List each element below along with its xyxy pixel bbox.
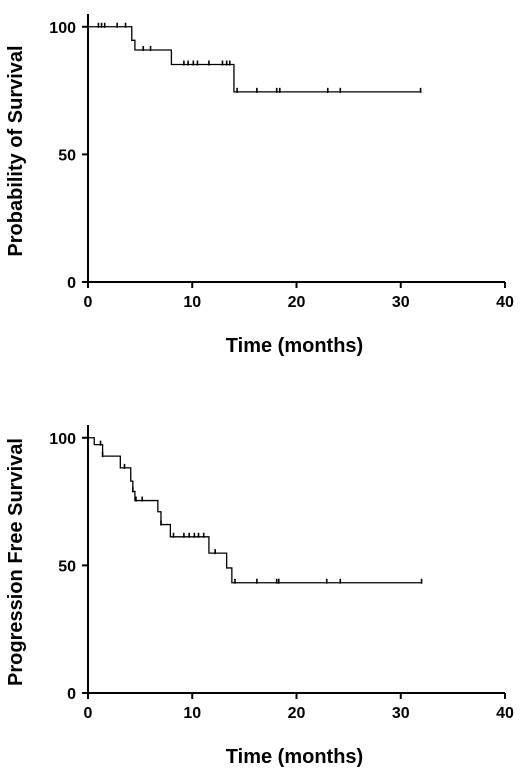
y-tick-label: 100 xyxy=(49,20,76,37)
survival-step-line xyxy=(88,26,422,93)
y-tick-label: 50 xyxy=(58,147,76,164)
x-tick-label: 0 xyxy=(84,705,93,722)
y-tick-label: 0 xyxy=(67,686,76,703)
x-tick-label: 20 xyxy=(288,294,306,311)
x-tick-label: 0 xyxy=(84,294,93,311)
survival-plot: 0 10 20 30 40 0 50 100 Time (months) Probability … xyxy=(5,14,514,357)
x-tick-label: 30 xyxy=(392,294,410,311)
y-axis-label: Progression Free Survival xyxy=(5,438,27,686)
x-axis-label: Time (months) xyxy=(226,335,363,357)
pfs-plot: 0 10 20 30 40 0 50 100 Time (months) Progression … xyxy=(5,425,514,768)
survival-step-line xyxy=(88,437,422,584)
y-tick-label: 0 xyxy=(67,275,76,292)
y-tick-label: 50 xyxy=(58,558,76,575)
x-tick-label: 10 xyxy=(183,294,201,311)
x-tick-label: 10 xyxy=(183,705,201,722)
x-tick-label: 20 xyxy=(288,705,306,722)
x-tick-label: 40 xyxy=(496,294,514,311)
x-axis-label: Time (months) xyxy=(226,746,363,768)
y-tick-label: 100 xyxy=(49,431,76,448)
x-tick-label: 30 xyxy=(392,705,410,722)
y-axis-label: Probability of Survival xyxy=(5,45,27,256)
x-tick-label: 40 xyxy=(496,705,514,722)
